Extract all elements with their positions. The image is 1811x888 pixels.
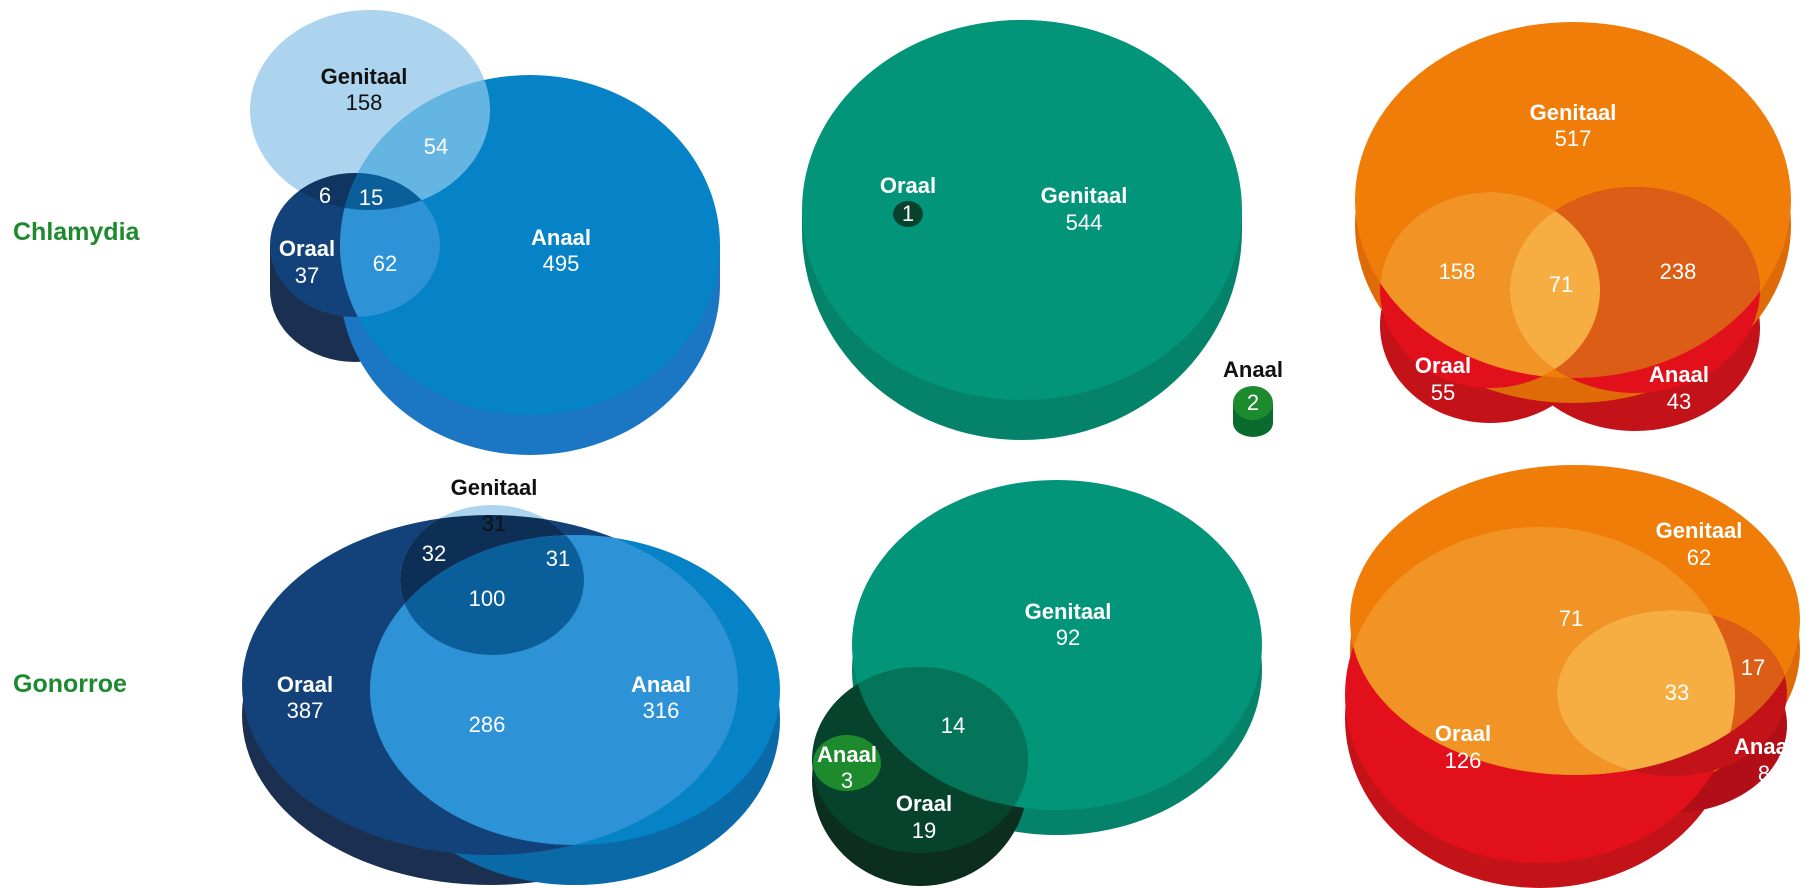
label-genitaal: Genitaal: [1025, 599, 1112, 624]
value-genitaal: 31: [482, 511, 506, 536]
label-anaal: Anaal: [531, 225, 591, 250]
value-oraal: 126: [1445, 748, 1482, 773]
label-genitaal: Genitaal: [451, 475, 538, 500]
value-genitaal-anaal: 31: [546, 546, 570, 571]
value-oraal: 1: [902, 201, 914, 226]
label-genitaal: Genitaal: [1041, 183, 1128, 208]
value-genitaal: 517: [1555, 126, 1592, 151]
value-genitaal-anaal: 54: [424, 134, 448, 159]
value-genitaal-anaal: 17: [1741, 655, 1765, 680]
oraal-anaal-overlap: [340, 173, 440, 317]
all-overlap: [400, 535, 584, 655]
genitaal-oraal-overlap: [1350, 527, 1735, 775]
row-label-gonorroe: Gonorroe: [13, 670, 127, 698]
value-oraal: 19: [912, 818, 936, 843]
label-oraal: Oraal: [896, 791, 952, 816]
venn-chlamydia-orange: Genitaal 517 158 71 238 Oraal 55 Anaal 4…: [1355, 22, 1791, 431]
label-anaal: Anaal: [1223, 357, 1283, 382]
value-genitaal-anaal: 238: [1660, 259, 1697, 284]
label-oraal: Oraal: [1415, 353, 1471, 378]
genitaal-circle: [802, 20, 1242, 400]
value-oraal-anaal: 62: [373, 251, 397, 276]
value-genitaal-oraal: 6: [319, 183, 331, 208]
value-all-three: 100: [469, 586, 506, 611]
value-all-three: 33: [1665, 680, 1689, 705]
value-oraal-anaal: 286: [469, 712, 506, 737]
venn-gonorroe-green: Genitaal 92 14 Anaal 3 Oraal 19: [812, 480, 1262, 886]
label-anaal: Anaal: [631, 672, 691, 697]
label-anaal: Anaal: [1734, 734, 1794, 759]
value-oraal: 387: [287, 698, 324, 723]
row-label-chlamydia: Chlamydia: [13, 218, 140, 246]
value-genitaal-oraal: 14: [941, 713, 965, 738]
value-oraal: 55: [1431, 380, 1455, 405]
venn-chlamydia-green: Oraal 1 Genitaal 544 Anaal 2: [802, 20, 1283, 440]
value-genitaal: 544: [1066, 210, 1103, 235]
label-genitaal: Genitaal: [321, 64, 408, 89]
label-anaal: Anaal: [817, 742, 877, 767]
value-all-three: 15: [359, 185, 383, 210]
oraal-circle: [893, 201, 923, 227]
label-oraal: Oraal: [279, 236, 335, 261]
venn-chlamydia-blue: Genitaal 158 54 6 15 Oraal 37 62 Anaal 4…: [250, 10, 720, 455]
anaal-circle: [813, 735, 881, 791]
value-genitaal-oraal: 71: [1559, 606, 1583, 631]
value-genitaal: 158: [346, 90, 383, 115]
value-anaal: 2: [1247, 390, 1259, 415]
value-anaal: 43: [1667, 389, 1691, 414]
all-overlap: [1510, 192, 1600, 378]
label-oraal: Oraal: [277, 672, 333, 697]
label-oraal: Oraal: [1435, 721, 1491, 746]
label-genitaal: Genitaal: [1530, 100, 1617, 125]
value-anaal: 3: [841, 768, 853, 793]
label-oraal: Oraal: [880, 173, 936, 198]
label-anaal: Anaal: [1649, 362, 1709, 387]
venn-gonorroe-orange: Genitaal 62 71 17 33 Oraal 126 Anaal 8: [1345, 465, 1800, 888]
value-anaal: 495: [543, 251, 580, 276]
value-anaal: 8: [1758, 761, 1770, 786]
value-genitaal-oraal: 32: [422, 541, 446, 566]
value-genitaal: 62: [1687, 545, 1711, 570]
value-anaal: 316: [643, 698, 680, 723]
value-genitaal: 92: [1056, 625, 1080, 650]
anaal-circle: [1233, 386, 1273, 420]
value-all-three: 71: [1549, 272, 1573, 297]
label-genitaal: Genitaal: [1656, 518, 1743, 543]
value-genitaal-oraal: 158: [1439, 259, 1476, 284]
value-oraal: 37: [295, 263, 319, 288]
venn-gonorroe-blue: Genitaal 31 32 31 100 Oraal 387 286 Anaa…: [242, 475, 780, 885]
